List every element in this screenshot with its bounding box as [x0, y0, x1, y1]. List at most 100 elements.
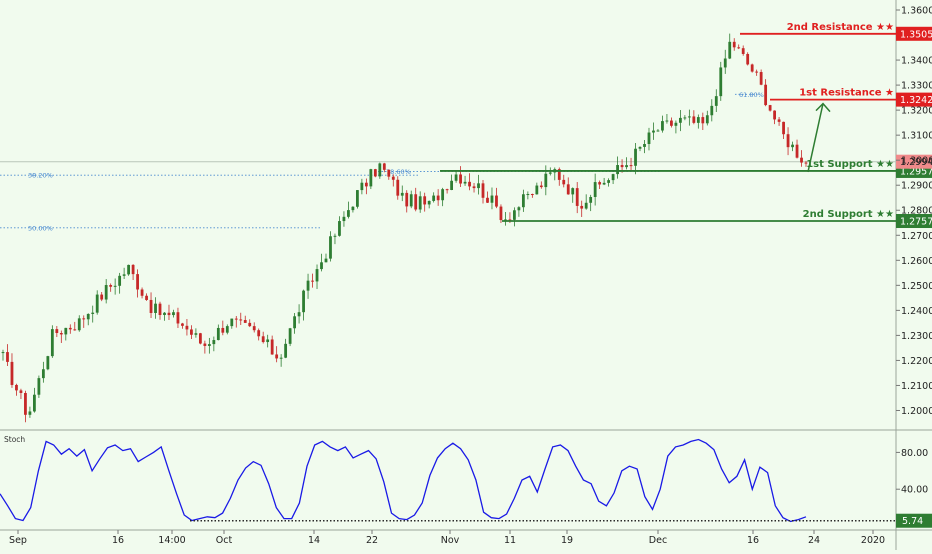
candle-body [584, 202, 588, 209]
stoch-title: Stoch [4, 435, 25, 444]
candle-body [109, 285, 113, 287]
candle-body [472, 186, 476, 189]
price-tick-label: 1.2300 [901, 331, 932, 342]
candle-body [248, 322, 252, 327]
candle-body [445, 189, 449, 191]
level-label: 2nd Resistance ★★ [787, 22, 894, 33]
candle-body [194, 333, 198, 335]
candle-body [427, 200, 431, 205]
candle-body [19, 390, 23, 393]
candle-body [710, 105, 714, 116]
price-tick-label: 1.2100 [901, 381, 932, 392]
candle-body [409, 194, 413, 207]
candle-body [580, 205, 584, 209]
candle-body [41, 369, 45, 379]
candle-body [755, 71, 759, 73]
candle-body [454, 174, 458, 181]
candle-body [82, 318, 86, 320]
candle-body [481, 183, 485, 198]
candle-body [468, 181, 471, 187]
stoch-value-badge [896, 513, 932, 528]
candle-body [118, 275, 122, 286]
candle-body [136, 274, 139, 290]
price-tick-label: 1.3200 [901, 106, 932, 117]
price-tick-label: 1.2600 [901, 256, 932, 267]
candle-body [782, 121, 785, 135]
candle-body [521, 194, 525, 208]
candle-body [638, 146, 642, 149]
candle-body [351, 206, 355, 211]
candle-body [320, 262, 323, 270]
candle-body [279, 357, 283, 359]
candle-body [77, 318, 81, 331]
candle-body [338, 221, 341, 236]
candle-body [674, 122, 678, 126]
candle-body [759, 72, 763, 85]
candle-body [450, 180, 454, 190]
candle-body [486, 197, 489, 203]
price-tick-label: 1.2400 [901, 306, 932, 317]
candle-body [198, 333, 202, 344]
price-tick-label: 1.3000 [901, 156, 932, 167]
candle-body [221, 327, 225, 333]
projection-arrow [807, 102, 831, 173]
candle-body [490, 195, 494, 203]
candle-body [625, 165, 628, 168]
fibonacci-label: 61.80% [739, 91, 764, 99]
candle-body [517, 207, 521, 211]
candle-body [589, 196, 593, 203]
candle-body [728, 41, 732, 59]
candle-body [275, 354, 279, 359]
candle-body [387, 169, 391, 177]
candle-body [297, 312, 301, 317]
candle-body [477, 183, 480, 189]
candle-body [122, 274, 126, 276]
candle-body [225, 326, 229, 333]
time-tick-label: Dec [649, 535, 667, 546]
candle-body [661, 121, 664, 131]
candle-body [369, 169, 373, 187]
candle-body [629, 165, 633, 167]
candle-body [288, 328, 292, 344]
candle-body [611, 174, 615, 181]
candle-body [418, 196, 422, 210]
candle-body [10, 361, 14, 385]
fibonacci-label: 50.00% [28, 224, 53, 232]
stochastic-panel: Stoch 80.00 40.00 5.74 [0, 435, 932, 528]
candle-body [243, 320, 247, 323]
candle-body [719, 67, 723, 97]
candle-body [1, 352, 5, 354]
level-price-badge [896, 214, 932, 229]
candle-body [131, 264, 135, 275]
candle-body [293, 316, 296, 329]
candle-body [777, 119, 781, 122]
candle-body [396, 179, 400, 196]
candle-body [557, 169, 561, 180]
candle-body [185, 325, 189, 330]
candle-body [302, 290, 305, 313]
candle-body [459, 174, 462, 184]
candle-body [652, 130, 655, 133]
candle-body [647, 132, 651, 145]
stoch-tick-label: 40.00 [901, 485, 928, 496]
candle-body [284, 343, 288, 358]
candle-body [50, 329, 54, 357]
candle-body [405, 192, 409, 207]
candle-body [127, 264, 131, 275]
candle-body [391, 176, 395, 180]
candle-body [764, 84, 768, 106]
candle-body [140, 289, 144, 296]
candle-body [73, 329, 77, 331]
time-tick-label: 19 [561, 535, 573, 546]
candle-body [172, 312, 175, 316]
candle-body [804, 162, 808, 164]
candle-body [508, 219, 512, 221]
last-price-text: 1.2994 [900, 157, 932, 168]
candle-body [575, 188, 579, 206]
candle-body [266, 339, 270, 343]
candle-body [86, 313, 90, 320]
candle-body [526, 194, 530, 196]
candle-body [714, 96, 718, 106]
candle-body [602, 182, 606, 185]
